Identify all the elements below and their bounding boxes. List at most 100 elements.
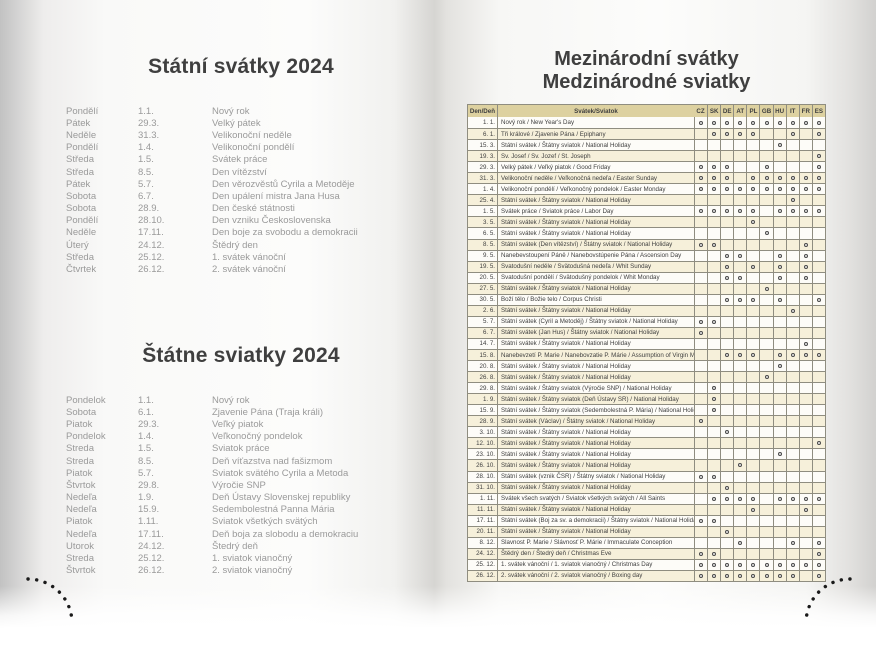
country-cell-pl <box>746 515 759 526</box>
holiday-dot <box>725 430 730 435</box>
holiday-dot <box>790 132 795 137</box>
holiday-name-cell: Státní svátek (Cyril a Metoděj) / Štátny… <box>497 316 694 327</box>
country-cell-fr <box>798 140 812 151</box>
holiday-dot <box>699 474 704 479</box>
country-cell-hu <box>772 140 786 151</box>
country-cell-fr <box>798 471 812 482</box>
holiday-day: Streda <box>66 455 94 467</box>
holiday-date-cell: 19. 5. <box>479 263 495 271</box>
country-cell-gb <box>759 272 772 283</box>
country-cell-it <box>785 449 799 460</box>
holiday-day: Čtvrtek <box>66 264 97 276</box>
holiday-dot <box>803 341 808 346</box>
holiday-date: 6.7. <box>138 190 154 202</box>
holiday-name-cell: Státní svátek (Jan Hus) / Štátny sviatok… <box>497 327 694 338</box>
holiday-row: Pátek 29.3. Velký pátek <box>66 117 416 129</box>
country-cell-de <box>720 482 733 493</box>
holiday-dot <box>777 353 782 357</box>
table-header-row: Den/Deň Svátek/Sviatok CZ SK DE AT PL GB HU IT F… <box>468 105 825 117</box>
country-cell-gb <box>759 493 772 504</box>
holiday-name-cell: Nanebevstoupení Páně / Nanebovstúpenie P… <box>497 250 694 261</box>
holiday-date-cell: 1. 5. <box>482 207 495 215</box>
holiday-dot <box>803 353 808 357</box>
country-cell-fr <box>798 427 812 438</box>
country-cell-de <box>720 548 733 559</box>
holiday-dot <box>712 386 717 391</box>
table-row: 8. 12. Slavnost P. Marie / Slávnosť P. Má… <box>468 536 825 548</box>
country-cell-cz <box>694 272 707 283</box>
holiday-row: Sobota 6.1. Zjavenie Pána (Traja králi) <box>66 406 416 418</box>
country-cell-pl <box>746 449 759 460</box>
holiday-date: 25.12. <box>138 553 165 565</box>
holiday-day: Středa <box>66 251 94 263</box>
country-cell-de <box>720 559 733 570</box>
holiday-dot <box>751 132 756 137</box>
country-cell-sk <box>707 305 720 316</box>
country-cell-hu <box>772 162 786 173</box>
table-row: 6. 1. Tři králové / Zjavenie Pána / Epiph… <box>468 128 825 140</box>
holiday-dot <box>699 120 704 125</box>
country-cell-cz <box>694 195 707 206</box>
holiday-row: Neděle 17.11. Den boje za svobodu a demokr… <box>66 227 416 239</box>
table-row: 27. 5. Státní svátek / Štátny sviatok / N… <box>468 282 825 294</box>
country-cell-sk <box>707 261 720 272</box>
slovak-section-title: Štátne sviatky 2024 <box>142 344 340 367</box>
country-cell-es <box>811 405 825 416</box>
holiday-date-cell: 8. 12. <box>479 539 495 547</box>
table-row: 1. 11. Svátek všech svatých / Sviatok vše… <box>468 492 825 504</box>
country-cell-cz <box>694 559 707 570</box>
holiday-name-cell: Státní svátek / Štátny sviatok / Nationa… <box>497 217 694 228</box>
country-cell-de <box>720 504 733 515</box>
holiday-dot <box>803 242 808 247</box>
country-cell-pl <box>746 537 759 548</box>
country-cell-hu <box>772 460 786 471</box>
holiday-dot <box>699 562 704 567</box>
country-cell-de <box>720 129 733 140</box>
holiday-dot <box>725 573 730 578</box>
country-cell-de <box>720 206 733 217</box>
holiday-dot <box>738 297 743 302</box>
holiday-date-cell: 26. 8. <box>479 373 495 381</box>
country-cell-es <box>811 239 825 250</box>
country-cell-pl <box>746 206 759 217</box>
holiday-date-cell: 9. 5. <box>482 252 495 260</box>
holiday-dot <box>816 441 821 446</box>
holiday-dot <box>699 242 704 247</box>
country-cell-sk <box>707 272 720 283</box>
country-cell-gb <box>759 140 772 151</box>
holiday-date: 24.12. <box>138 540 165 552</box>
country-cell-fr <box>798 361 812 372</box>
holiday-dot <box>803 275 808 280</box>
holiday-date: 29.3. <box>138 418 160 430</box>
holiday-row: Pondělí 1.4. Velikonoční pondělí <box>66 142 416 154</box>
country-cell-es <box>811 383 825 394</box>
holiday-name-cell: Státní svátek / Štátny sviatok / Nationa… <box>497 482 694 493</box>
holiday-dot <box>790 540 795 545</box>
country-cell-it <box>785 217 799 228</box>
country-cell-hu <box>772 493 786 504</box>
holiday-row: Čtvrtek 26.12. 2. svátek vánoční <box>66 263 416 275</box>
holiday-date-cell: 5. 7. <box>482 318 495 326</box>
country-cell-fr <box>798 416 812 427</box>
country-cell-es <box>811 184 825 195</box>
holiday-name-cell: Státní svátek / Štátny sviatok / Nationa… <box>497 438 694 449</box>
holiday-day: Pondělí <box>66 215 99 227</box>
holiday-dot <box>712 165 717 170</box>
country-cell-at <box>733 405 746 416</box>
table-row: 29. 3. Velký pátek / Veľký piatok / Good … <box>468 161 825 173</box>
holiday-row: Středa 8.5. Den vítězství <box>66 166 416 178</box>
country-cell-cz <box>694 394 707 405</box>
holiday-dot <box>725 275 730 280</box>
table-row: 9. 5. Nanebevstoupení Páně / Nanebovstúpe… <box>468 249 825 261</box>
country-cell-hu <box>772 361 786 372</box>
holiday-row: Úterý 24.12. Štědrý den <box>66 239 416 251</box>
table-row: 24. 12. Štědrý den / Štedrý deň / Christm… <box>468 547 825 559</box>
country-cell-es <box>811 427 825 438</box>
holiday-date-cell: 23. 10. <box>476 450 495 458</box>
country-cell-hu <box>772 283 786 294</box>
country-cell-cz <box>694 129 707 140</box>
country-cell-fr <box>798 162 812 173</box>
country-cell-pl <box>746 372 759 383</box>
holiday-row: Pondelok 1.4. Veľkonočný pondelok <box>66 431 416 443</box>
holiday-dot <box>725 176 730 181</box>
